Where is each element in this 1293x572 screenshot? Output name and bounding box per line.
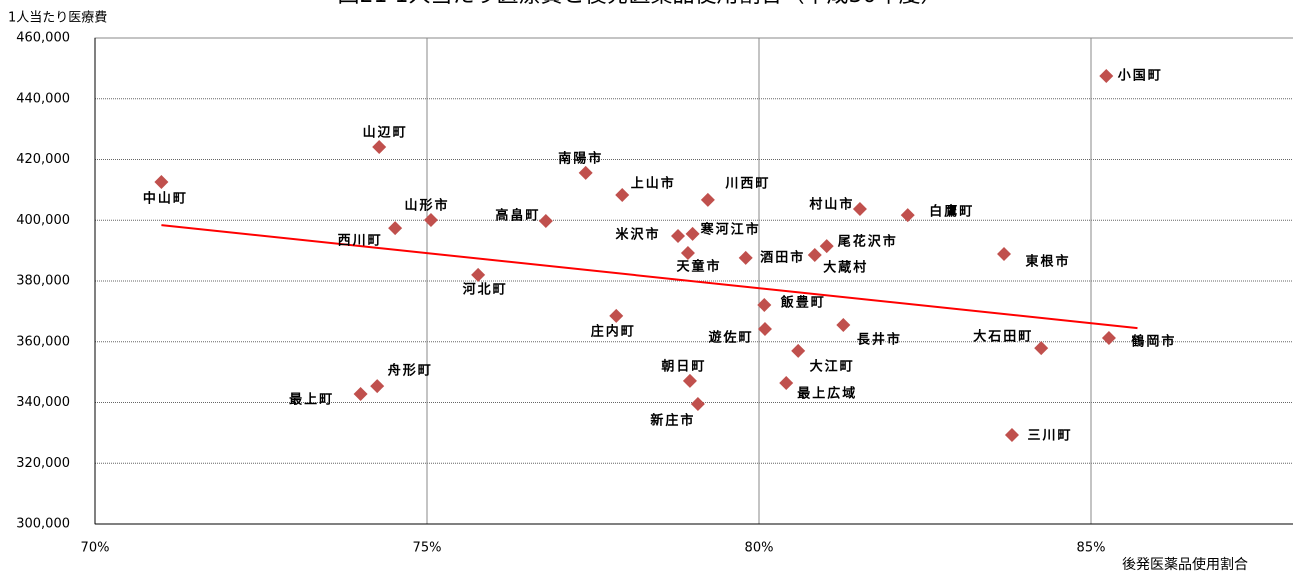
point-label: 庄内町 <box>591 323 636 339</box>
point <box>578 165 593 180</box>
point-label: 鶴岡市 <box>1131 334 1176 350</box>
point <box>757 321 772 336</box>
point-label: 白鷹町 <box>929 204 974 220</box>
y-tick-label: 300,000 <box>16 517 70 532</box>
point-label: 朝日町 <box>661 358 706 374</box>
y-tick-label: 380,000 <box>16 274 70 289</box>
point-label: 舟形町 <box>388 363 433 379</box>
point <box>1034 341 1049 356</box>
point-label: 新庄市 <box>650 413 695 429</box>
point-label: 飯豊町 <box>780 294 826 310</box>
point <box>680 246 695 261</box>
point-label: 大蔵村 <box>823 260 868 276</box>
point <box>609 308 624 323</box>
point-label: 上山市 <box>631 176 676 192</box>
y-tick-label: 460,000 <box>16 31 70 46</box>
trendline <box>161 224 1138 330</box>
point-label: 山形市 <box>404 197 449 213</box>
y-tick-label: 320,000 <box>16 456 70 471</box>
point <box>353 386 368 401</box>
chart-title: 図21 1人当たり医療費と後発医薬品使用割合（平成30年度） <box>338 0 943 8</box>
point-label: 寒河江市 <box>700 221 761 237</box>
y-tick-label: 440,000 <box>16 91 70 106</box>
point <box>738 250 753 265</box>
point-label: 西川町 <box>338 234 383 249</box>
point-label: 山辺町 <box>363 125 408 141</box>
point-label: 天童市 <box>676 259 721 275</box>
point <box>423 212 438 227</box>
point <box>615 188 630 203</box>
x-tick-label: 75% <box>413 541 442 556</box>
point <box>154 174 169 189</box>
point <box>372 140 387 155</box>
point-label: 高畠町 <box>495 208 540 224</box>
point <box>670 229 685 244</box>
point-label: 米沢市 <box>615 227 660 243</box>
point-label: 大石田町 <box>973 329 1033 345</box>
point <box>807 248 822 263</box>
x-tick-label: 85% <box>1077 541 1106 556</box>
point <box>538 214 553 229</box>
point <box>682 373 697 388</box>
point <box>690 397 705 412</box>
x-tick-label: 80% <box>745 541 774 556</box>
point <box>471 267 486 282</box>
point <box>900 208 915 223</box>
point <box>757 297 772 312</box>
point <box>370 379 385 394</box>
point-label: 川西町 <box>724 176 770 191</box>
point-label: 最上広域 <box>797 386 857 402</box>
point-label: 大江町 <box>810 358 855 374</box>
y-tick-label: 360,000 <box>16 334 70 349</box>
point <box>852 202 867 217</box>
point-label: 三川町 <box>1027 429 1072 444</box>
y-tick-label: 340,000 <box>16 395 70 410</box>
y-tick-label: 400,000 <box>16 213 70 228</box>
point-label: 中山町 <box>143 190 188 206</box>
x-tick-label: 70% <box>81 541 110 556</box>
y-tick-label: 420,000 <box>16 152 70 167</box>
point <box>1101 331 1116 346</box>
point-label: 最上町 <box>289 392 334 407</box>
point-label: 長井市 <box>857 332 902 348</box>
point <box>819 239 834 254</box>
point <box>388 221 403 236</box>
point-label: 遊佐町 <box>708 329 753 345</box>
point <box>791 343 806 358</box>
point <box>836 318 851 333</box>
point-label: 南陽市 <box>558 150 603 166</box>
point-label: 小国町 <box>1118 68 1163 83</box>
point-label: 酒田市 <box>760 249 805 265</box>
point-label: 東根市 <box>1026 253 1071 269</box>
point <box>700 192 715 207</box>
point-label: 村山市 <box>809 197 854 213</box>
x-axis-title: 後発医薬品使用割合 <box>1122 556 1248 572</box>
point <box>1004 428 1019 443</box>
point-label: 尾花沢市 <box>838 234 898 250</box>
point <box>997 246 1012 261</box>
point <box>779 376 794 391</box>
point <box>1099 68 1114 83</box>
point-label: 河北町 <box>463 281 508 297</box>
y-axis-title: 1人当たり医療費 <box>8 11 107 26</box>
point <box>685 226 700 241</box>
